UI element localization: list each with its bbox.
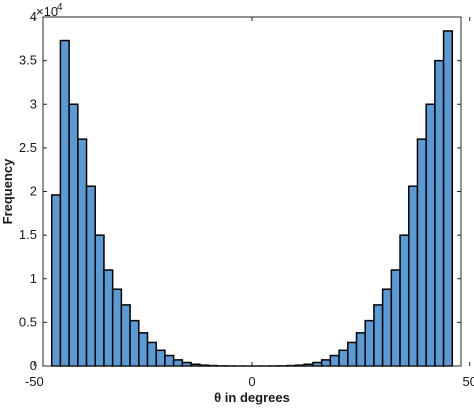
histogram-bar bbox=[138, 332, 149, 367]
y-tick-label: 3.5 bbox=[19, 53, 37, 68]
x-tick-label: 50 bbox=[462, 374, 474, 389]
histogram-bar bbox=[364, 319, 375, 367]
y-axis-ticks: 0 0.5 1 1.5 2 2.5 3 3.5 4 bbox=[19, 9, 461, 373]
histogram-bar bbox=[164, 354, 175, 367]
histogram-bar bbox=[320, 359, 332, 367]
histogram-bar bbox=[425, 103, 436, 367]
y-tick-label: 3 bbox=[30, 96, 37, 111]
histogram-bar bbox=[50, 194, 62, 367]
histogram-bar bbox=[68, 103, 79, 367]
histogram-bar bbox=[381, 288, 393, 367]
x-axis-label: θ in degrees bbox=[214, 390, 290, 405]
histogram-bar bbox=[347, 341, 358, 367]
x-axis-ticks: -50 0 50 bbox=[25, 17, 474, 389]
y-multiplier-label: ×10 bbox=[36, 4, 58, 19]
histogram-bar bbox=[399, 234, 410, 367]
histogram-bar bbox=[94, 234, 105, 367]
histogram-bar bbox=[103, 269, 114, 367]
x-tick-label: -50 bbox=[25, 374, 44, 389]
y-multiplier-exponent: 4 bbox=[57, 2, 63, 13]
y-tick-label: 1 bbox=[30, 271, 37, 286]
histogram-bar bbox=[172, 359, 184, 367]
histogram-bar bbox=[355, 332, 366, 367]
histogram-bar bbox=[416, 138, 427, 367]
histogram-bar bbox=[434, 59, 445, 367]
histogram-bar bbox=[408, 185, 419, 367]
histogram-bar bbox=[77, 138, 88, 367]
histogram-bar bbox=[120, 304, 131, 367]
histogram-bar bbox=[338, 349, 349, 367]
histogram-bar bbox=[111, 288, 123, 367]
histogram-bar bbox=[59, 39, 70, 367]
histogram-bar bbox=[85, 185, 96, 367]
histogram-bar bbox=[155, 349, 166, 367]
y-tick-label: 1.5 bbox=[19, 227, 37, 242]
histogram-bar bbox=[373, 304, 384, 367]
histogram-bar bbox=[390, 269, 401, 367]
y-axis-label: Frequency bbox=[0, 158, 15, 225]
histogram-bar bbox=[329, 354, 340, 367]
histogram-bar bbox=[442, 30, 454, 367]
y-tick-label: 0 bbox=[30, 358, 37, 373]
histogram-bars bbox=[50, 30, 454, 367]
histogram-bar bbox=[312, 361, 323, 367]
x-tick-label: 0 bbox=[248, 374, 255, 389]
y-tick-label: 4 bbox=[30, 9, 37, 24]
histogram-bar bbox=[146, 341, 157, 367]
histogram-bar bbox=[181, 361, 192, 367]
y-tick-label: 2 bbox=[30, 184, 37, 199]
histogram-bar bbox=[129, 319, 140, 367]
y-tick-label: 2.5 bbox=[19, 140, 37, 155]
y-tick-label: 0.5 bbox=[19, 314, 37, 329]
